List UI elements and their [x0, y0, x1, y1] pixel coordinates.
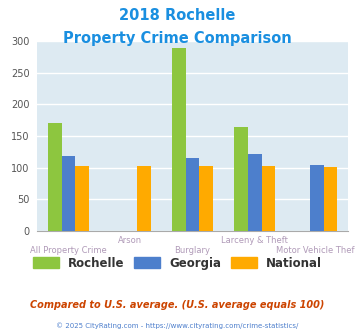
Text: Compared to U.S. average. (U.S. average equals 100): Compared to U.S. average. (U.S. average … [30, 300, 325, 310]
Bar [234, 127, 248, 231]
Bar [200, 167, 213, 231]
Bar [137, 166, 151, 231]
Text: All Property Crime: All Property Crime [30, 246, 107, 255]
Text: Motor Vehicle Theft: Motor Vehicle Theft [276, 246, 355, 255]
Bar [310, 165, 324, 231]
Bar [324, 167, 337, 231]
Text: Arson: Arson [119, 236, 142, 245]
Text: 2018 Rochelle: 2018 Rochelle [119, 8, 236, 23]
Bar [61, 156, 75, 231]
Text: Larceny & Theft: Larceny & Theft [221, 236, 288, 245]
Bar [75, 167, 89, 231]
Text: © 2025 CityRating.com - https://www.cityrating.com/crime-statistics/: © 2025 CityRating.com - https://www.city… [56, 323, 299, 329]
Bar [248, 154, 262, 231]
Text: Property Crime Comparison: Property Crime Comparison [63, 31, 292, 46]
Bar [48, 123, 61, 231]
Bar [262, 167, 275, 231]
Bar [186, 158, 200, 231]
Legend: Rochelle, Georgia, National: Rochelle, Georgia, National [33, 257, 322, 270]
Text: Burglary: Burglary [175, 246, 211, 255]
Bar [172, 48, 186, 231]
